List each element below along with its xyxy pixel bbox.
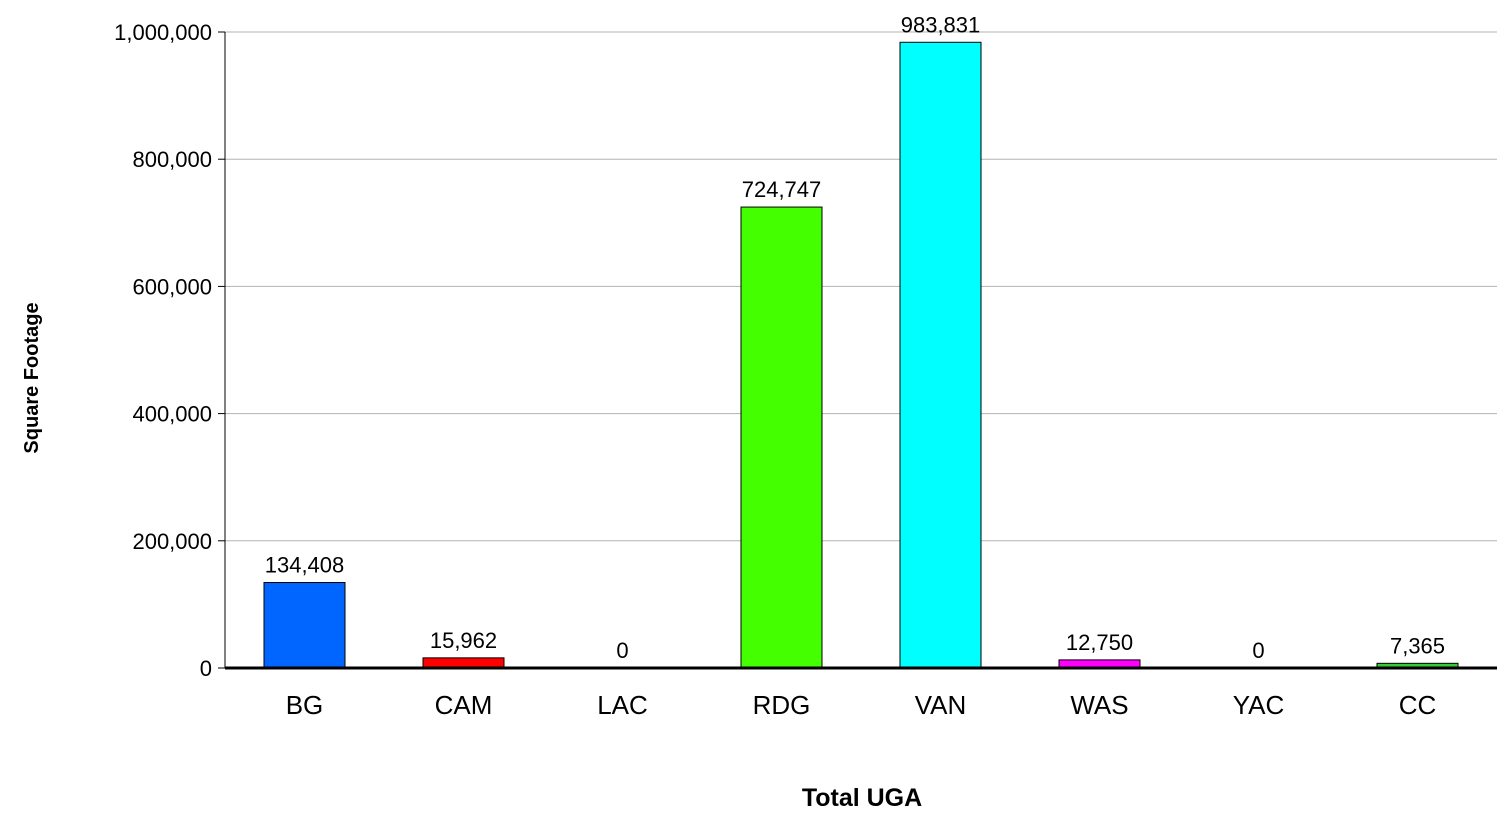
x-tick-label: VAN [915, 690, 967, 720]
x-tick-label: YAC [1233, 690, 1285, 720]
data-label: 0 [616, 638, 628, 663]
data-label: 7,365 [1390, 633, 1445, 658]
data-label: 724,747 [742, 177, 822, 202]
x-tick-label: RDG [753, 690, 811, 720]
y-tick-label: 0 [200, 656, 212, 681]
data-label: 983,831 [901, 12, 981, 37]
bar [263, 582, 346, 669]
labels: 0 200,000 400,000 600,000 800,000 1,000,000 13… [114, 12, 1445, 720]
data-label: 134,408 [265, 553, 345, 578]
x-tick-label: CC [1399, 690, 1437, 720]
x-tick-label: LAC [597, 690, 648, 720]
bar [740, 206, 823, 669]
gridlines [225, 31, 1497, 542]
y-tick-label: 200,000 [132, 529, 212, 554]
x-axis-title: Total UGA [802, 784, 922, 812]
x-tick-label: CAM [435, 690, 493, 720]
bar [422, 657, 505, 669]
axes [218, 31, 1497, 670]
y-tick-label: 1,000,000 [114, 20, 212, 45]
y-axis-title: Square Footage [21, 302, 43, 453]
x-tick-label: BG [286, 690, 324, 720]
data-label: 15,962 [430, 628, 497, 653]
bar [899, 41, 982, 669]
y-tick-label: 400,000 [132, 402, 212, 427]
y-tick-label: 600,000 [132, 274, 212, 299]
data-label: 0 [1252, 638, 1264, 663]
y-tick-label: 800,000 [132, 147, 212, 172]
bars [263, 41, 1459, 669]
x-tick-label: WAS [1070, 690, 1128, 720]
data-label: 12,750 [1066, 630, 1133, 655]
